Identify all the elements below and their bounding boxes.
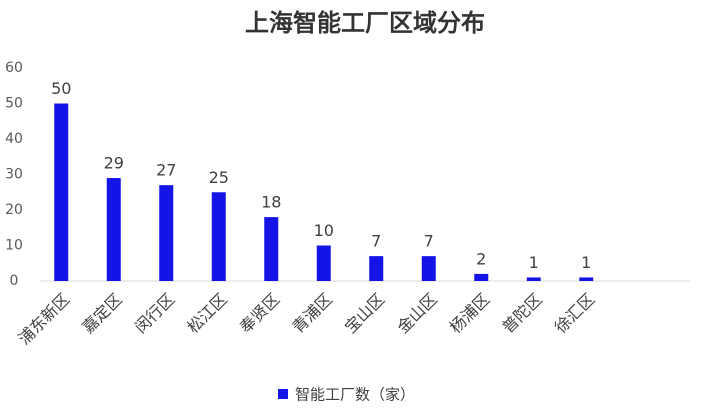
bar (159, 185, 174, 281)
x-tick-label: 奉贤区 (236, 290, 283, 337)
y-tick-label: 50 (5, 96, 23, 112)
data-label: 29 (104, 154, 124, 173)
bar (526, 277, 541, 281)
x-tick-label: 嘉定区 (78, 290, 125, 337)
x-tick-label: 金山区 (393, 290, 440, 337)
legend-swatch (278, 389, 288, 399)
data-label: 25 (209, 168, 229, 187)
legend-label: 智能工厂数（家） (295, 386, 415, 404)
x-tick-label: 浦东新区 (15, 290, 74, 349)
x-tick-label: 杨浦区 (446, 290, 493, 337)
x-tick-label: 闵行区 (131, 290, 178, 337)
bar (264, 217, 279, 281)
x-tick-label: 松江区 (183, 290, 230, 337)
chart-title: 上海智能工厂区域分布 (245, 9, 485, 37)
y-tick-label: 60 (5, 60, 23, 76)
y-tick-label: 20 (5, 202, 23, 218)
bar (54, 103, 69, 281)
bar (316, 245, 331, 281)
x-tick-label: 宝山区 (341, 290, 388, 337)
y-tick-label: 0 (10, 273, 19, 289)
y-tick-label: 10 (5, 238, 23, 254)
y-tick-label: 40 (5, 131, 23, 147)
x-tick-label: 青浦区 (288, 290, 335, 337)
x-tick-label: 徐汇区 (551, 290, 598, 337)
x-tick-label: 普陀区 (498, 290, 545, 337)
data-label: 10 (314, 221, 334, 240)
data-label: 18 (261, 193, 281, 212)
data-label: 7 (371, 232, 381, 251)
bar (211, 192, 226, 281)
data-label: 2 (476, 249, 486, 268)
data-label: 7 (424, 232, 434, 251)
data-label: 27 (156, 161, 176, 180)
data-label: 1 (529, 253, 539, 272)
bar (369, 256, 384, 281)
data-label: 50 (51, 79, 71, 98)
bar (421, 256, 436, 281)
bar (474, 273, 489, 281)
bar (579, 277, 594, 281)
data-label: 1 (581, 253, 591, 272)
bar (106, 178, 121, 281)
y-tick-label: 30 (5, 167, 23, 183)
